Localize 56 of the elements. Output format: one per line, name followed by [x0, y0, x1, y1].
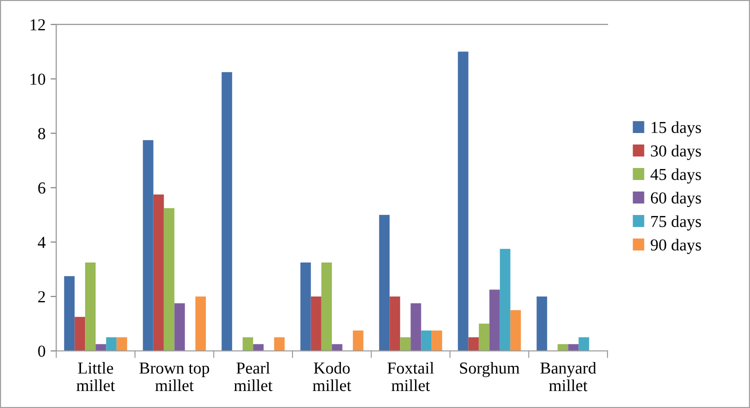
x-tick-label: Banyard millet — [540, 362, 596, 392]
bar — [106, 337, 117, 351]
bar — [432, 330, 442, 351]
legend-label: 45 days — [650, 168, 701, 184]
bar — [578, 337, 590, 351]
x-tick-label: Sorghum — [460, 362, 520, 378]
legend-label: 15 days — [652, 121, 701, 137]
bar — [332, 344, 342, 351]
bar — [500, 248, 510, 351]
y-tick-label: 0 — [38, 346, 46, 357]
bar — [478, 324, 490, 351]
legend-label: 30 days — [650, 144, 701, 160]
legend-label: 60 days — [650, 192, 701, 208]
bar — [253, 344, 264, 351]
bar — [568, 344, 579, 351]
bar — [458, 52, 468, 351]
bar — [85, 262, 96, 351]
bar — [510, 310, 521, 351]
bar — [379, 214, 390, 351]
bar — [222, 72, 232, 351]
bar — [142, 140, 154, 351]
bar — [300, 262, 311, 351]
bar — [242, 337, 254, 351]
legend-label: 90 days — [650, 238, 701, 254]
bar — [489, 290, 500, 351]
bar — [195, 296, 206, 351]
bar — [421, 330, 432, 351]
bar — [174, 303, 185, 351]
bar — [96, 344, 106, 351]
y-tick-label: 12 — [30, 19, 45, 30]
bar — [536, 296, 548, 351]
x-tick-label: Foxtail millet — [387, 362, 434, 392]
bar — [352, 330, 364, 351]
bar — [558, 344, 568, 351]
x-tick-label: Pearl millet — [234, 362, 272, 392]
legend-label: 75 days — [651, 215, 701, 231]
bar — [390, 296, 400, 351]
bar — [74, 316, 86, 351]
bar — [410, 303, 422, 351]
y-tick-label: 6 — [38, 182, 46, 194]
y-tick-label: 8 — [38, 128, 46, 140]
x-tick-label: Little millet — [76, 362, 115, 392]
x-tick-label: Kodo millet — [312, 362, 352, 392]
bar — [116, 337, 128, 351]
bar — [274, 337, 285, 351]
x-tick-label: Brown top millet — [139, 362, 210, 392]
bar — [321, 262, 332, 351]
bar — [64, 276, 75, 351]
bar — [468, 337, 479, 351]
y-tick-label: 10 — [30, 74, 46, 85]
bar — [164, 208, 174, 351]
bar — [153, 194, 164, 351]
y-tick-label: 4 — [38, 236, 46, 248]
bar — [310, 296, 322, 351]
y-tick-label: 2 — [38, 291, 45, 302]
bar — [400, 337, 411, 351]
